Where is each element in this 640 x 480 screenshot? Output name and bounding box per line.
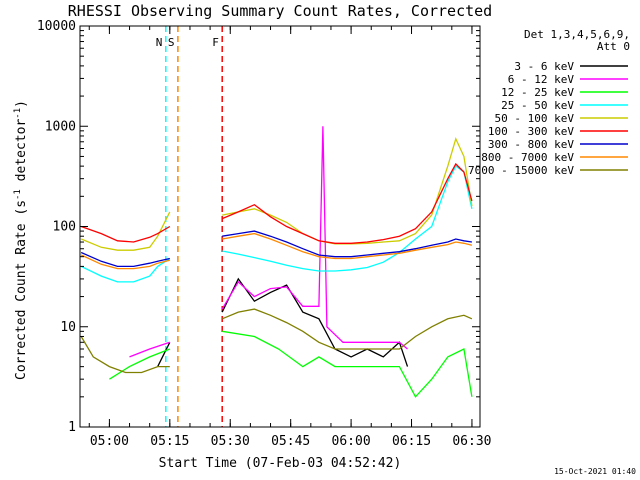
series-line-0: [157, 277, 409, 367]
y-tick-label-2: 100: [53, 220, 76, 235]
y-axis-label-mid: detector: [14, 119, 29, 190]
annotation-label-n: N: [156, 36, 163, 49]
series-line-4: [80, 136, 473, 251]
axes: 1 10 100 1000 10000 05:00 05:15 05:30 05:45 06:00…: [37, 19, 492, 449]
y-axis-label-main: Corrected Count Rate (s: [14, 200, 29, 380]
series-line-2: [109, 330, 473, 398]
x-axis-label: Start Time (07-Feb-03 04:52:42): [159, 456, 402, 471]
y-tick-label-3: 1000: [45, 119, 76, 134]
legend-label-7: 800 - 7000 keV: [481, 151, 574, 164]
x-tick-label-1: 05:15: [150, 434, 189, 449]
series-line-3: [80, 165, 473, 283]
legend-header-line-1: Det 1,3,4,5,6,9,: [524, 28, 630, 41]
legend-label-2: 12 - 25 keV: [501, 86, 574, 99]
plot-frame: [79, 25, 481, 428]
y-axis-label: Corrected Count Rate (s-1 detector-1): [13, 100, 29, 380]
series-line-8: [80, 308, 473, 374]
footer-timestamp: 15-Oct-2021 01:40: [554, 467, 636, 476]
series-line-7: [80, 232, 473, 270]
legend-label-6: 300 - 800 keV: [488, 138, 574, 151]
x-tick-label-6: 06:30: [452, 434, 491, 449]
x-tick-label-2: 05:30: [211, 434, 250, 449]
legend-label-0: 3 - 6 keV: [514, 60, 574, 73]
y-tick-label-1: 10: [60, 320, 76, 335]
annotation-label-s: S: [168, 36, 175, 49]
legend-label-1: 6 - 12 keV: [508, 73, 575, 86]
series-line-6: [80, 230, 472, 268]
legend-label-5: 100 - 300 keV: [488, 125, 574, 138]
x-tick-label-3: 05:45: [271, 434, 310, 449]
series-line-5: [80, 162, 473, 244]
legend-header-line-2: Att 0: [597, 40, 630, 53]
y-axis-label-end: ): [14, 100, 29, 108]
legend-label-3: 25 - 50 keV: [501, 99, 574, 112]
series-line-1: [129, 126, 408, 358]
x-tick-label-4: 06:00: [332, 434, 371, 449]
chart-title: RHESSI Observing Summary Count Rates, Co…: [68, 2, 492, 20]
legend-label-8: 7000 - 15000 keV: [468, 164, 574, 177]
y-tick-label-4: 10000: [37, 19, 76, 34]
y-tick-label-0: 1: [68, 420, 76, 435]
x-tick-label-5: 06:15: [392, 434, 431, 449]
x-tick-label-0: 05:00: [90, 434, 129, 449]
y-axis-label-exp1: -1: [13, 189, 23, 200]
legend-label-4: 50 - 100 keV: [495, 112, 575, 125]
annotation-label-f: F: [212, 36, 219, 49]
y-axis-label-exp2: -1: [13, 108, 23, 119]
